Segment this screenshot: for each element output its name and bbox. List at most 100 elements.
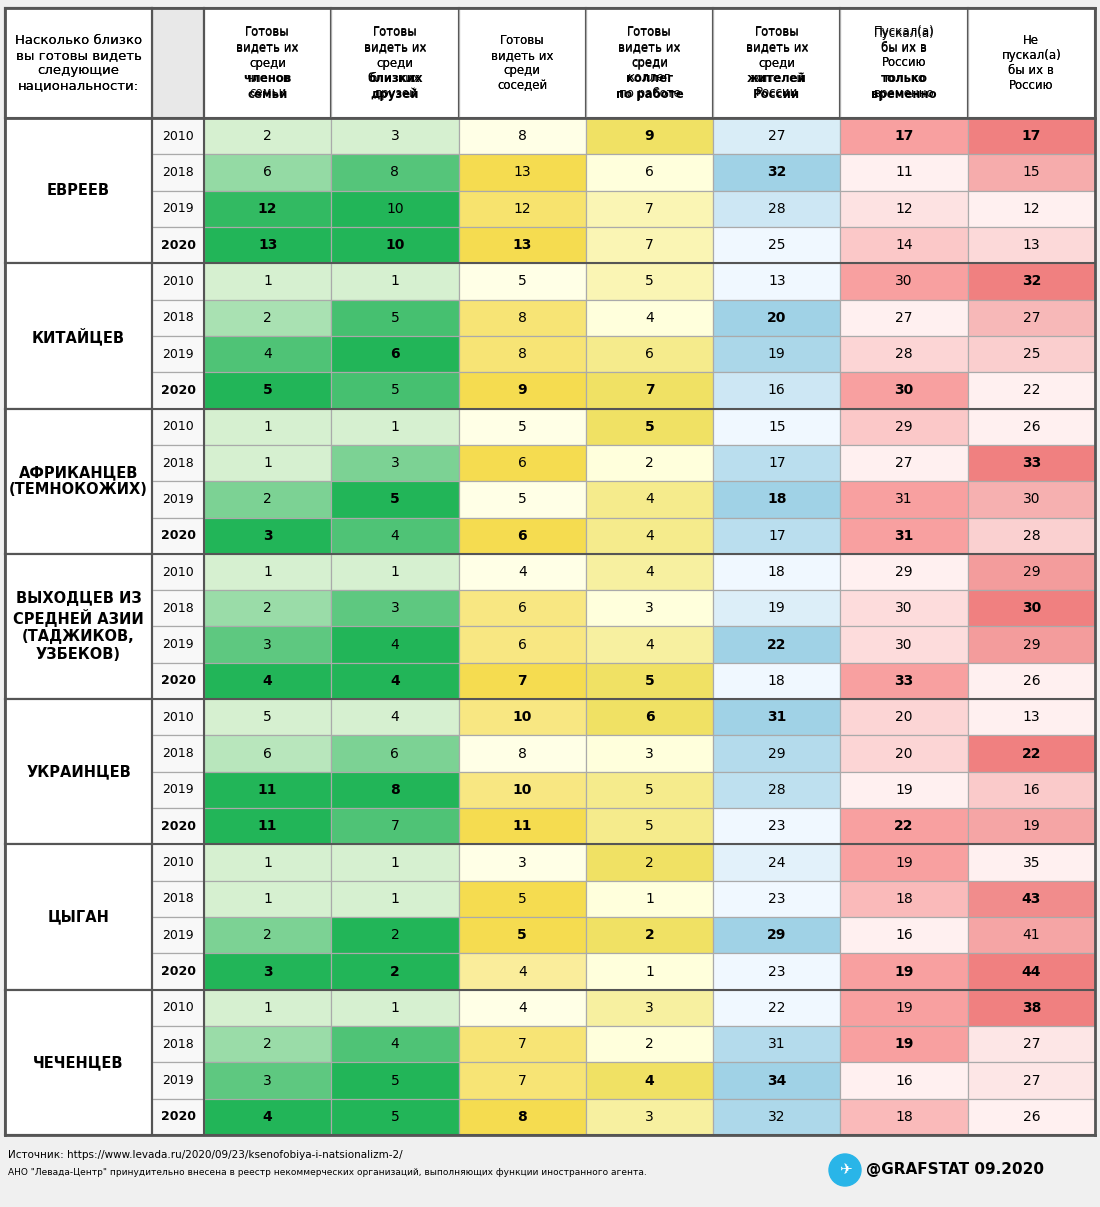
Text: Насколько близко
вы готовы видеть
следующие
национальности:: Насколько близко вы готовы видеть следую… bbox=[15, 34, 142, 92]
Bar bbox=[331, 735, 459, 771]
Bar bbox=[204, 482, 331, 518]
Bar bbox=[586, 735, 713, 771]
Text: 27: 27 bbox=[895, 310, 913, 325]
Text: 4: 4 bbox=[263, 674, 273, 688]
Text: 20: 20 bbox=[895, 710, 913, 724]
Text: 35: 35 bbox=[1023, 856, 1041, 869]
Text: 23: 23 bbox=[768, 892, 785, 906]
Bar bbox=[968, 771, 1094, 809]
Bar bbox=[152, 372, 204, 409]
Text: 30: 30 bbox=[895, 601, 913, 616]
Text: 6: 6 bbox=[645, 710, 654, 724]
Text: близких: близких bbox=[367, 72, 422, 86]
Text: 44: 44 bbox=[1022, 964, 1041, 979]
Text: Готовы
видеть их
среди
соседей: Готовы видеть их среди соседей bbox=[491, 34, 553, 92]
Bar bbox=[459, 735, 586, 771]
Text: видеть их: видеть их bbox=[746, 41, 808, 53]
Text: 3: 3 bbox=[518, 856, 527, 869]
Bar bbox=[968, 735, 1094, 771]
Bar bbox=[840, 8, 968, 118]
Bar bbox=[713, 735, 840, 771]
Bar bbox=[152, 554, 204, 590]
Text: Пускал(а): Пускал(а) bbox=[873, 24, 934, 37]
Text: 3: 3 bbox=[390, 601, 399, 616]
Text: 29: 29 bbox=[1023, 637, 1041, 652]
Bar bbox=[204, 1026, 331, 1062]
Text: 11: 11 bbox=[257, 820, 277, 833]
Text: Готовы
видеть их
среди
близких
друзей: Готовы видеть их среди близких друзей bbox=[364, 27, 426, 99]
Text: 19: 19 bbox=[894, 964, 914, 979]
Bar bbox=[204, 771, 331, 809]
Text: 22: 22 bbox=[768, 1001, 785, 1015]
Text: 20: 20 bbox=[767, 310, 786, 325]
Text: 1: 1 bbox=[263, 892, 272, 906]
Bar bbox=[840, 663, 968, 699]
Text: Насколько близко
вы готовы видеть
следующие
национальности:: Насколько близко вы готовы видеть следую… bbox=[15, 34, 142, 92]
Text: 10: 10 bbox=[386, 202, 404, 216]
Text: 2010: 2010 bbox=[162, 856, 194, 869]
Text: 30: 30 bbox=[894, 384, 914, 397]
Text: 3: 3 bbox=[263, 1073, 272, 1088]
Bar bbox=[713, 1098, 840, 1135]
Text: 28: 28 bbox=[895, 348, 913, 361]
Text: 13: 13 bbox=[514, 165, 531, 180]
Text: видеть их: видеть их bbox=[236, 41, 299, 53]
Bar bbox=[840, 409, 968, 445]
Text: 5: 5 bbox=[390, 310, 399, 325]
Bar bbox=[152, 735, 204, 771]
Bar bbox=[331, 1098, 459, 1135]
Bar bbox=[840, 1026, 968, 1062]
Text: 6: 6 bbox=[263, 747, 272, 760]
Bar bbox=[459, 118, 586, 154]
Text: 5: 5 bbox=[518, 492, 527, 507]
Bar bbox=[713, 990, 840, 1026]
Bar bbox=[204, 881, 331, 917]
Bar bbox=[331, 554, 459, 590]
Bar bbox=[968, 554, 1094, 590]
Bar bbox=[204, 372, 331, 409]
Bar bbox=[713, 336, 840, 372]
Bar bbox=[152, 482, 204, 518]
Bar bbox=[331, 518, 459, 554]
Text: 6: 6 bbox=[390, 348, 399, 361]
Bar bbox=[152, 227, 204, 263]
Text: 4: 4 bbox=[390, 637, 399, 652]
Bar bbox=[840, 990, 968, 1026]
Bar bbox=[331, 663, 459, 699]
Bar bbox=[586, 809, 713, 845]
Text: @GRAFSTAT 09.2020: @GRAFSTAT 09.2020 bbox=[866, 1162, 1044, 1178]
Bar bbox=[840, 518, 968, 554]
Bar bbox=[204, 917, 331, 954]
Bar bbox=[152, 590, 204, 626]
Text: 1: 1 bbox=[390, 856, 399, 869]
Text: 31: 31 bbox=[895, 492, 913, 507]
Text: 30: 30 bbox=[895, 637, 913, 652]
Text: 11: 11 bbox=[895, 165, 913, 180]
Bar bbox=[713, 663, 840, 699]
Bar bbox=[204, 336, 331, 372]
Bar bbox=[152, 8, 204, 118]
Text: 26: 26 bbox=[1023, 1110, 1041, 1124]
Text: Готовы: Готовы bbox=[627, 24, 672, 37]
Text: 41: 41 bbox=[1023, 928, 1041, 943]
Text: 5: 5 bbox=[645, 783, 653, 797]
Text: 31: 31 bbox=[768, 1037, 785, 1051]
Bar bbox=[204, 1062, 331, 1098]
Bar bbox=[152, 771, 204, 809]
Text: 5: 5 bbox=[390, 1073, 399, 1088]
Text: Источник: https://www.levada.ru/2020/09/23/ksenofobiya-i-natsionalizm-2/: Источник: https://www.levada.ru/2020/09/… bbox=[8, 1150, 403, 1160]
Text: 7: 7 bbox=[518, 1073, 527, 1088]
Text: 13: 13 bbox=[513, 238, 532, 252]
Bar bbox=[968, 445, 1094, 482]
Bar bbox=[586, 771, 713, 809]
Text: 19: 19 bbox=[895, 783, 913, 797]
Bar bbox=[152, 626, 204, 663]
Text: 22: 22 bbox=[894, 820, 914, 833]
Text: видеть их: видеть их bbox=[364, 41, 426, 53]
Text: членов: членов bbox=[243, 72, 292, 86]
Text: 3: 3 bbox=[645, 1001, 653, 1015]
Text: 19: 19 bbox=[768, 348, 785, 361]
Text: 26: 26 bbox=[1023, 674, 1041, 688]
Text: 4: 4 bbox=[645, 310, 653, 325]
Bar bbox=[586, 263, 713, 299]
